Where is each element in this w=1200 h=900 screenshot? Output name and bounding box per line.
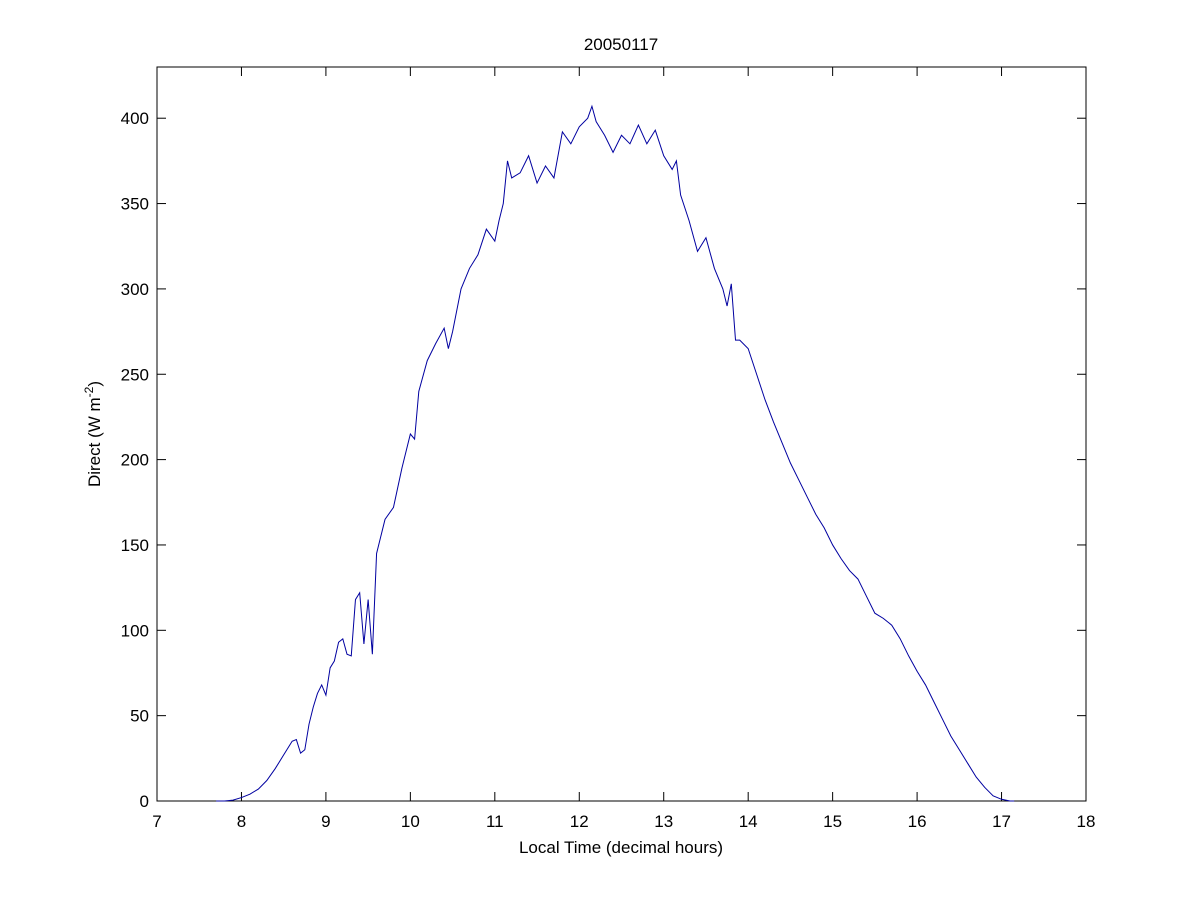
x-axis-label: Local Time (decimal hours) bbox=[519, 838, 723, 857]
x-tick-label: 16 bbox=[908, 812, 927, 831]
y-tick-label: 350 bbox=[121, 195, 149, 214]
x-tick-label: 13 bbox=[654, 812, 673, 831]
y-axis-label: Direct (W m-2) bbox=[82, 381, 104, 487]
plot-frame bbox=[156, 66, 1087, 802]
chart-title: 20050117 bbox=[584, 35, 658, 54]
y-tick-label: 400 bbox=[121, 109, 149, 128]
x-tick-label: 8 bbox=[237, 812, 246, 831]
x-tick-label: 15 bbox=[823, 812, 842, 831]
x-tick-label: 18 bbox=[1077, 812, 1096, 831]
y-label-suffix: ) bbox=[85, 381, 104, 387]
data-line bbox=[216, 104, 1015, 802]
y-tick-label: 300 bbox=[121, 280, 149, 299]
y-label-text: Direct (W m bbox=[85, 397, 104, 487]
y-tick-label: 50 bbox=[130, 707, 149, 726]
x-tick-label: 14 bbox=[739, 812, 758, 831]
x-tick-label: 11 bbox=[486, 812, 504, 831]
y-tick-label: 150 bbox=[121, 536, 149, 555]
x-tick-label: 10 bbox=[401, 812, 420, 831]
x-tick-label: 7 bbox=[152, 812, 161, 831]
x-tick-label: 17 bbox=[992, 812, 1011, 831]
y-tick-label: 200 bbox=[121, 451, 149, 470]
y-tick-label: 100 bbox=[121, 621, 149, 640]
y-tick-label: 250 bbox=[121, 365, 149, 384]
x-tick-label: 9 bbox=[321, 812, 330, 831]
x-tick-label: 12 bbox=[570, 812, 589, 831]
y-tick-label: 0 bbox=[140, 792, 149, 811]
y-label-superscript: -2 bbox=[82, 386, 96, 397]
